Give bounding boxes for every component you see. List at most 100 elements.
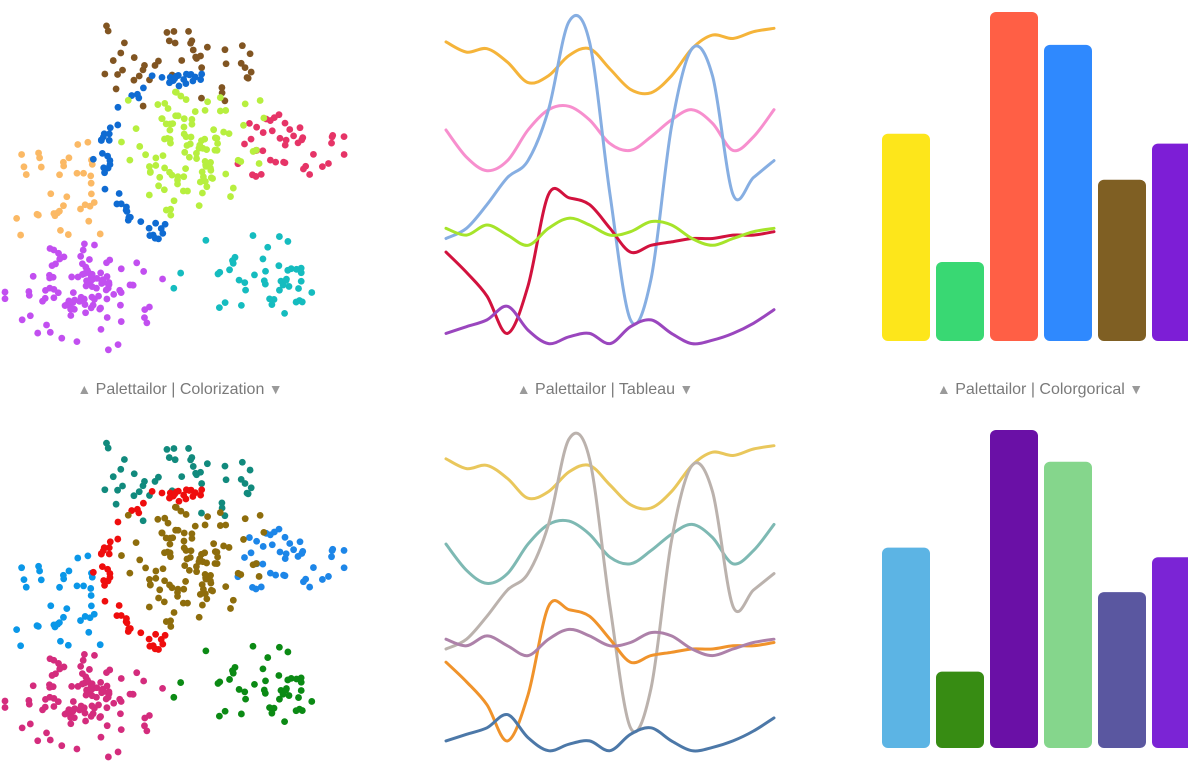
scatter-point (120, 456, 128, 463)
scatter-point (282, 277, 290, 284)
scatter-point (97, 678, 105, 686)
scatter-point (130, 54, 138, 61)
scatter-point (286, 540, 294, 547)
scatter-point (247, 135, 255, 143)
scatter-point (100, 544, 108, 552)
scatter-point (104, 27, 112, 35)
scatter-point (218, 499, 226, 507)
scatter-point (191, 522, 199, 530)
scatter-point (308, 698, 316, 705)
up-arrow-icon[interactable]: ▲ (936, 381, 951, 397)
scatter-point (294, 139, 302, 147)
scatter-point (298, 298, 306, 306)
scatter-point (189, 46, 197, 54)
scatter-point (166, 540, 174, 548)
scatter-point (329, 132, 337, 139)
scatter-point (256, 97, 264, 104)
scatter-point (166, 120, 174, 128)
scatter-point (226, 266, 233, 274)
down-arrow-icon[interactable]: ▼ (679, 381, 694, 397)
scatter-point (143, 319, 151, 327)
scatter-point (216, 509, 224, 516)
scatter-point (161, 99, 169, 107)
scatter-point (83, 277, 90, 285)
scatter-cluster-1 (101, 439, 255, 525)
scatter-plot-top (1, 22, 348, 354)
down-arrow-icon[interactable]: ▼ (268, 381, 283, 397)
scatter-point (110, 699, 118, 707)
scatter-point (193, 149, 200, 157)
scatter-point (82, 691, 90, 699)
scatter-point (251, 271, 258, 279)
scatter-point (249, 171, 256, 179)
scatter-point (124, 511, 132, 519)
scatter-point (237, 710, 245, 718)
down-arrow-icon[interactable]: ▼ (1129, 381, 1144, 397)
scatter-point (292, 298, 300, 306)
scatter-point (1, 697, 9, 705)
scatter-point (87, 190, 95, 198)
scatter-point (26, 720, 34, 728)
scatter-point (50, 294, 58, 302)
scatter-point (164, 105, 172, 112)
scatter-point (34, 737, 42, 745)
scatter-point (97, 713, 105, 720)
scatter-point (156, 586, 164, 594)
scatter-point (65, 154, 73, 162)
scatter-point (296, 538, 304, 546)
scatter-point (145, 635, 153, 643)
scatter-point (140, 677, 148, 685)
scatter-point (184, 187, 191, 195)
scatter-point (25, 697, 33, 704)
scatter-point (145, 712, 153, 719)
scatter-point (48, 262, 56, 270)
bar-5 (1098, 179, 1146, 341)
scatter-point (238, 42, 246, 50)
scatter-point (117, 612, 125, 619)
scatter-point (298, 707, 306, 714)
scatter-point (118, 138, 125, 146)
scatter-point (181, 148, 189, 156)
scatter-point (95, 701, 102, 709)
scatter-point (98, 563, 106, 571)
scatter-point (86, 256, 93, 263)
scatter-point (166, 126, 174, 134)
scatter-point (56, 171, 63, 179)
scatter-point (135, 488, 143, 496)
scatter-point (118, 552, 125, 559)
scatter-point (264, 243, 272, 251)
scatter-point (151, 234, 159, 242)
up-arrow-icon[interactable]: ▲ (77, 381, 92, 397)
scatter-point (253, 123, 261, 131)
scatter-point (167, 623, 175, 630)
scatter-point (137, 218, 145, 226)
scatter-point (73, 745, 81, 753)
scatter-point (259, 147, 267, 155)
bar-plot-top (882, 12, 1188, 342)
scatter-point (310, 564, 317, 571)
scatter-point (275, 262, 283, 270)
caption-colorgorical: ▲ Palettailor | Colorgorical ▼ (860, 378, 1188, 400)
scatter-point (123, 208, 131, 215)
scatter-point (172, 504, 180, 511)
scatter-point (249, 642, 257, 650)
scatter-point (235, 276, 243, 284)
scatter-point (105, 130, 113, 138)
scatter-point (77, 205, 84, 213)
scatter-point (198, 486, 206, 494)
scatter-point (132, 539, 140, 547)
scatter-point (37, 163, 45, 171)
scatter-point (241, 100, 249, 108)
scatter-point (178, 473, 186, 480)
scatter-point (114, 103, 122, 111)
scatter-point (129, 281, 137, 289)
scatter-point (106, 124, 114, 132)
scatter-point (246, 50, 254, 58)
scatter-point (82, 309, 89, 317)
scatter-point (275, 672, 283, 679)
scatter-point (227, 605, 234, 612)
scatter-point (246, 119, 253, 127)
scatter-point (74, 683, 82, 690)
scatter-point (26, 312, 34, 320)
up-arrow-icon[interactable]: ▲ (516, 381, 531, 397)
